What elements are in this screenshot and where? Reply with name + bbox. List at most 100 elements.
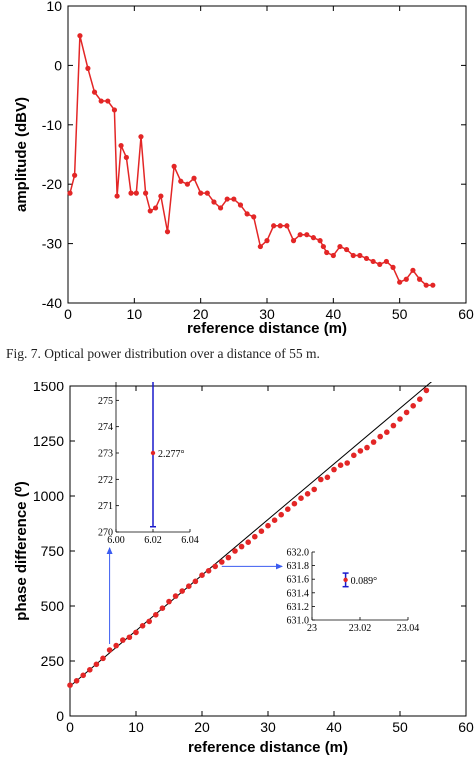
inset-y-tick-label: 631.0 — [287, 616, 310, 627]
phase-data-point — [318, 476, 324, 483]
amplitude-data-point — [377, 261, 383, 267]
phase-data-point — [146, 618, 152, 625]
amplitude-x-tick-label: 30 — [259, 306, 275, 322]
phase-x-axis-label: reference distance (m) — [188, 739, 348, 756]
phase-data-point — [225, 554, 232, 561]
phase-y-tick-label: 1500 — [33, 382, 64, 394]
phase-data-point — [258, 528, 265, 534]
phase-data-point — [212, 563, 218, 570]
phase-data-point — [364, 444, 370, 451]
phase-data-point — [423, 387, 430, 394]
phase-data-point — [192, 578, 199, 585]
phase-data-point — [205, 568, 212, 574]
amplitude-data-point — [224, 196, 230, 202]
phase-data-point — [139, 623, 146, 629]
amplitude-data-point — [143, 190, 149, 196]
amplitude-data-point — [91, 89, 98, 95]
amplitude-data-point — [217, 205, 224, 211]
amplitude-data-point — [123, 154, 129, 161]
phase-data-point — [87, 667, 93, 673]
inset-x-tick-label: 23 — [307, 623, 317, 634]
figure-caption: Fig. 7. Optical power distribution over … — [6, 346, 320, 361]
amplitude-data-point — [320, 243, 326, 250]
phase-data-point — [403, 409, 410, 416]
amplitude-data-point — [158, 193, 164, 199]
amplitude-data-point — [231, 196, 237, 202]
inset-x-tick-label: 6.02 — [144, 535, 162, 546]
phase-x-tick-label: 60 — [458, 719, 474, 735]
phase-data-point — [304, 491, 311, 497]
amplitude-x-tick-label: 20 — [193, 306, 209, 322]
amplitude-data-point — [251, 214, 257, 220]
phase-data-point — [331, 466, 337, 473]
phase-y-tick-label: 500 — [41, 598, 65, 614]
phase-data-point — [311, 486, 318, 493]
amplitude-x-tick-label: 10 — [127, 306, 143, 322]
phase-x-tick-label: 10 — [128, 719, 144, 735]
amplitude-x-tick-label: 60 — [458, 306, 474, 322]
amplitude-x-tick-label: 0 — [64, 306, 72, 322]
amplitude-y-tick-label: -10 — [42, 117, 62, 133]
phase-data-point — [285, 506, 291, 512]
amplitude-data-point — [211, 199, 217, 205]
phase-data-point — [80, 672, 86, 679]
inset-x-tick-label: 6.04 — [181, 535, 199, 546]
amplitude-data-point — [264, 238, 270, 244]
amplitude-data-point — [111, 107, 118, 113]
phase-y-tick-label: 750 — [41, 543, 65, 559]
amplitude-x-tick-label: 40 — [326, 306, 342, 322]
amplitude-data-point — [152, 205, 159, 211]
inset-y-tick-label: 275 — [98, 396, 113, 407]
amplitude-data-point — [290, 238, 297, 244]
phase-data-point — [291, 500, 298, 507]
inset-y-tick-label: 272 — [98, 475, 113, 486]
phase-data-point — [172, 593, 179, 599]
amplitude-data-point — [357, 252, 363, 259]
amplitude-data-point — [310, 235, 317, 241]
amplitude-data-point — [324, 249, 330, 256]
inset-y-tick-label: 632.0 — [287, 548, 310, 559]
phase-y-tick-label: 1000 — [33, 488, 64, 504]
phase-y-tick-label: 0 — [56, 708, 64, 724]
phase-data-point — [390, 422, 397, 429]
amplitude-data-point — [317, 238, 323, 244]
phase-data-point — [67, 682, 73, 688]
amplitude-data-point — [344, 246, 350, 253]
phase-data-point — [179, 588, 185, 594]
phase-data-point — [324, 474, 331, 481]
amplitude-data-point — [72, 172, 78, 178]
amplitude-data-point — [184, 181, 190, 187]
amplitude-data-point — [363, 255, 370, 262]
amplitude-data-point — [114, 193, 120, 199]
phase-data-point — [357, 448, 364, 454]
phase-data-point — [252, 533, 258, 540]
phase-data-point — [199, 572, 205, 578]
phase-data-point — [106, 647, 113, 653]
amplitude-data-point — [164, 229, 171, 235]
phase-data-point — [113, 642, 119, 649]
amplitude-data-point — [304, 232, 310, 238]
amplitude-x-tick-label: 50 — [392, 306, 408, 322]
amplitude-data-point — [390, 264, 396, 270]
amplitude-data-point — [423, 282, 429, 288]
inset-y-tick-label: 274 — [98, 422, 113, 433]
phase-data-point — [93, 661, 100, 668]
inset-y-tick-label: 271 — [98, 501, 113, 512]
amplitude-y-axis-label: amplitude (dBV) — [13, 97, 30, 212]
phase-data-point — [417, 396, 423, 402]
phase-data-point — [351, 452, 357, 459]
phase-data-point — [219, 559, 225, 565]
amplitude-data-point — [85, 65, 91, 71]
phase-data-point — [278, 511, 285, 518]
phase-data-point — [245, 539, 251, 545]
phase-data-point — [126, 634, 133, 641]
phase-data-point — [397, 416, 403, 422]
amplitude-data-point — [430, 282, 436, 288]
amplitude-data-point — [204, 190, 210, 196]
amplitude-data-point — [277, 223, 283, 229]
inset-y-tick-label: 631.6 — [287, 575, 310, 586]
inset-y-tick-label: 631.8 — [287, 561, 310, 572]
amplitude-data-point — [257, 243, 263, 250]
amplitude-data-point — [105, 98, 111, 104]
amplitude-data-point — [284, 223, 290, 229]
